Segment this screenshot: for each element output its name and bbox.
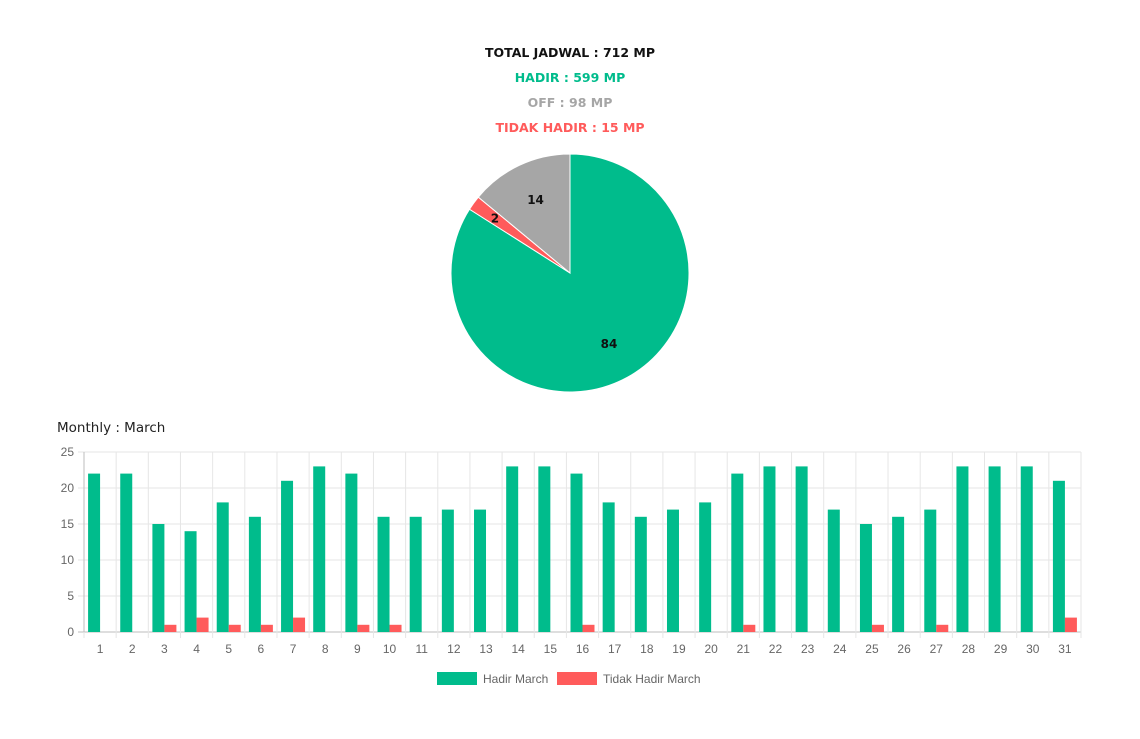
bar-hadir[interactable] bbox=[248, 516, 261, 632]
x-tick-label: 13 bbox=[479, 642, 493, 656]
x-tick-label: 20 bbox=[704, 642, 718, 656]
x-tick-label: 11 bbox=[415, 642, 428, 656]
legend-item-0[interactable]: Hadir March bbox=[437, 672, 548, 686]
bar-hadir[interactable] bbox=[474, 509, 487, 632]
bar-tidak-hadir[interactable] bbox=[389, 624, 402, 632]
bar-hadir[interactable] bbox=[570, 473, 583, 632]
bar-hadir[interactable] bbox=[988, 466, 1001, 632]
bar-tidak-hadir[interactable] bbox=[293, 617, 306, 632]
bar-tidak-hadir[interactable] bbox=[871, 624, 884, 632]
bar-tidak-hadir[interactable] bbox=[228, 624, 241, 632]
attendance-pie-chart: 84 2 14 bbox=[450, 153, 690, 393]
bar-hadir[interactable] bbox=[956, 466, 969, 632]
y-tick-label: 15 bbox=[61, 517, 75, 531]
attendance-summary: TOTAL JADWAL : 712 MP HADIR : 599 MP OFF… bbox=[0, 44, 1140, 144]
bar-hadir[interactable] bbox=[634, 516, 647, 632]
legend-item-1[interactable]: Tidak Hadir March bbox=[557, 672, 701, 686]
y-tick-label: 10 bbox=[61, 553, 75, 567]
x-tick-label: 23 bbox=[801, 642, 815, 656]
legend-label: Hadir March bbox=[483, 672, 548, 686]
x-tick-label: 6 bbox=[258, 642, 265, 656]
bar-tidak-hadir[interactable] bbox=[357, 624, 370, 632]
x-tick-label: 18 bbox=[640, 642, 654, 656]
legend-swatch bbox=[557, 672, 597, 685]
hadir-label: HADIR : 599 MP bbox=[514, 70, 626, 85]
x-tick-label: 25 bbox=[865, 642, 879, 656]
pie-label-1: 2 bbox=[491, 211, 499, 225]
bar-tidak-hadir[interactable] bbox=[936, 624, 949, 632]
off-label: OFF : 98 MP bbox=[527, 95, 613, 110]
bar-hadir[interactable] bbox=[216, 502, 229, 632]
bar-tidak-hadir[interactable] bbox=[196, 617, 209, 632]
bar-hadir[interactable] bbox=[377, 516, 390, 632]
x-tick-label: 31 bbox=[1058, 642, 1072, 656]
x-tick-label: 2 bbox=[129, 642, 136, 656]
bar-hadir[interactable] bbox=[602, 502, 615, 632]
bar-tidak-hadir[interactable] bbox=[582, 624, 595, 632]
legend-swatch bbox=[437, 672, 477, 685]
x-tick-label: 24 bbox=[833, 642, 847, 656]
x-tick-label: 10 bbox=[383, 642, 397, 656]
bar-hadir[interactable] bbox=[506, 466, 519, 632]
bar-hadir[interactable] bbox=[184, 531, 197, 632]
bar-hadir[interactable] bbox=[1020, 466, 1033, 632]
bar-hadir[interactable] bbox=[795, 466, 808, 632]
x-tick-label: 3 bbox=[161, 642, 168, 656]
x-tick-label: 16 bbox=[576, 642, 590, 656]
x-tick-label: 15 bbox=[544, 642, 558, 656]
x-tick-label: 30 bbox=[1026, 642, 1040, 656]
bar-hadir[interactable] bbox=[152, 524, 165, 632]
bar-hadir[interactable] bbox=[827, 509, 840, 632]
bar-hadir[interactable] bbox=[345, 473, 358, 632]
bar-tidak-hadir[interactable] bbox=[1064, 617, 1077, 632]
bar-hadir[interactable] bbox=[699, 502, 712, 632]
y-tick-label: 5 bbox=[67, 589, 74, 603]
pie-label-2: 14 bbox=[527, 193, 544, 207]
y-tick-label: 20 bbox=[61, 481, 75, 495]
x-tick-label: 5 bbox=[225, 642, 232, 656]
x-tick-label: 7 bbox=[290, 642, 297, 656]
bar-hadir[interactable] bbox=[441, 509, 454, 632]
bar-hadir[interactable] bbox=[731, 473, 744, 632]
x-tick-label: 1 bbox=[97, 642, 104, 656]
bar-hadir[interactable] bbox=[924, 509, 937, 632]
bar-hadir[interactable] bbox=[313, 466, 326, 632]
x-tick-label: 4 bbox=[193, 642, 200, 656]
bar-hadir[interactable] bbox=[409, 516, 422, 632]
x-tick-label: 28 bbox=[962, 642, 976, 656]
bar-hadir[interactable] bbox=[1052, 480, 1065, 632]
pie-label-0: 84 bbox=[601, 337, 618, 351]
x-tick-label: 19 bbox=[672, 642, 686, 656]
bar-hadir[interactable] bbox=[120, 473, 133, 632]
y-tick-label: 25 bbox=[61, 445, 75, 459]
bar-hadir[interactable] bbox=[88, 473, 101, 632]
bar-hadir[interactable] bbox=[859, 524, 872, 632]
bar-tidak-hadir[interactable] bbox=[743, 624, 756, 632]
bar-tidak-hadir[interactable] bbox=[164, 624, 177, 632]
bar-hadir[interactable] bbox=[892, 516, 905, 632]
x-tick-label: 27 bbox=[930, 642, 944, 656]
bar-tidak-hadir[interactable] bbox=[260, 624, 273, 632]
bar-hadir[interactable] bbox=[666, 509, 679, 632]
legend-label: Tidak Hadir March bbox=[603, 672, 701, 686]
x-tick-label: 9 bbox=[354, 642, 361, 656]
x-tick-label: 17 bbox=[608, 642, 622, 656]
bar-hadir[interactable] bbox=[763, 466, 776, 632]
x-tick-label: 26 bbox=[897, 642, 911, 656]
x-tick-label: 29 bbox=[994, 642, 1008, 656]
x-tick-label: 12 bbox=[447, 642, 461, 656]
pie-slice-2[interactable] bbox=[477, 153, 571, 275]
x-tick-label: 14 bbox=[511, 642, 525, 656]
total-jadwal-label: TOTAL JADWAL : 712 MP bbox=[484, 45, 655, 60]
bar-hadir[interactable] bbox=[281, 480, 294, 632]
y-tick-label: 0 bbox=[67, 625, 74, 639]
tidak-hadir-label: TIDAK HADIR : 15 MP bbox=[495, 120, 645, 135]
x-tick-label: 8 bbox=[322, 642, 329, 656]
bar-hadir[interactable] bbox=[538, 466, 551, 632]
x-tick-label: 22 bbox=[769, 642, 783, 656]
x-tick-label: 21 bbox=[737, 642, 751, 656]
monthly-chart-title: Monthly : March bbox=[57, 420, 166, 436]
